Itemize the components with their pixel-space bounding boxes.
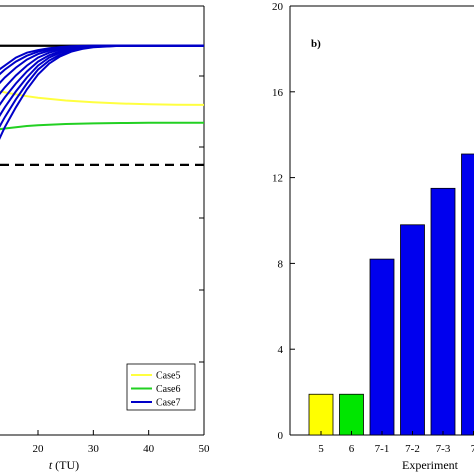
line-series [0,44,205,140]
series-line-case7-8 [0,44,204,140]
x-tick-label: 30 [88,443,100,455]
y-tick-label: 0 [278,430,284,442]
bars [308,153,474,436]
left-x-ticks: 20 30 40 50 [33,430,211,455]
right-x-axis-title: Experiment [402,458,459,472]
bar [400,224,425,436]
legend-label: Case5 [156,371,180,382]
bar [339,393,364,436]
y-tick-label: 20 [272,1,284,13]
x-axis-title-unit: (TU) [55,458,79,472]
series-line-case7-6 [0,44,204,117]
left-y-ticks [199,5,204,436]
right-y-ticks: 0 4 8 12 16 20 [272,1,295,442]
x-tick-label: 20 [33,443,45,455]
x-tick-label: 7 [471,443,474,455]
legend-label: Case7 [156,398,180,409]
x-tick-label: 5 [318,443,324,455]
x-tick-label: 6 [349,443,355,455]
series-line-case6 [0,121,204,131]
x-axis-title-italic: t [49,458,53,472]
left-panel: 20 30 40 50 t (TU) Case5 Case6 Case7 [0,5,211,472]
right-panel: 0 4 8 12 16 20 5 6 7-1 7-2 7-3 7 b) Experiment [272,1,474,472]
x-tick-label: 7-3 [436,443,451,455]
series-line-case5 [0,90,205,106]
bar [430,187,456,436]
bar [461,153,474,436]
y-tick-label: 12 [272,173,283,185]
y-tick-label: 16 [272,87,284,99]
right-x-ticks: 5 6 7-1 7-2 7-3 7 [318,431,474,455]
x-tick-label: 50 [199,443,211,455]
legend: Case5 Case6 Case7 [126,363,196,411]
left-x-axis-title: t (TU) [49,458,79,472]
x-tick-label: 7-1 [375,443,390,455]
x-tick-label: 40 [143,443,155,455]
y-tick-label: 4 [278,344,284,356]
legend-label: Case6 [156,384,180,395]
x-tick-label: 7-2 [405,443,420,455]
panel-label: b) [311,38,321,50]
bar [369,258,395,436]
y-tick-label: 8 [278,258,284,270]
bar [308,393,334,436]
